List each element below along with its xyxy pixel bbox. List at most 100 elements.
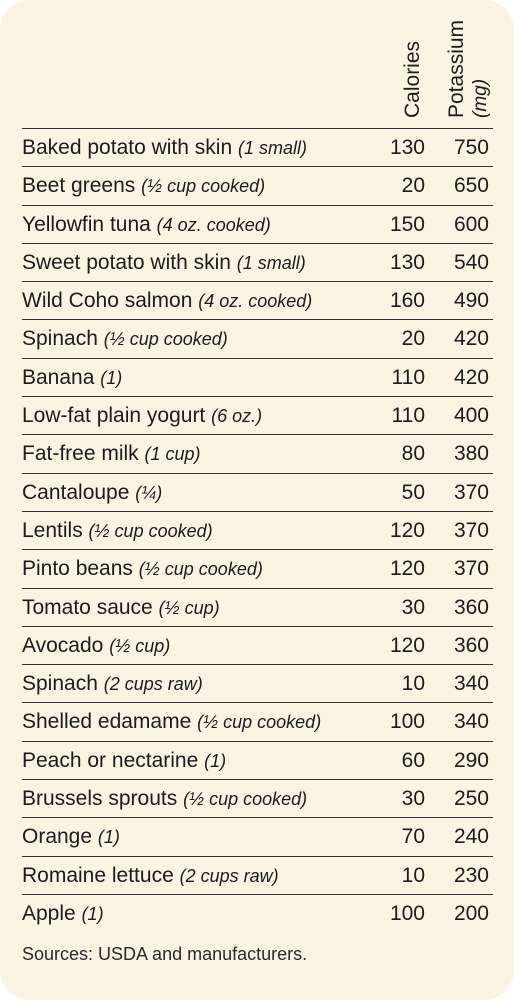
food-name: Apple (22, 901, 76, 925)
potassium-cell: 370 (453, 557, 489, 581)
calories-cell: 20 (401, 174, 425, 198)
potassium-cell: 230 (453, 863, 489, 887)
food-name: Beet greens (22, 174, 136, 198)
food-cell: Avocado (½ cup) (22, 627, 170, 665)
food-cell: Banana (1) (22, 359, 122, 397)
calories-cell: 150 (389, 212, 425, 236)
table-row: Tomato sauce (½ cup) 30 360 (22, 589, 493, 627)
food-portion: (4 oz. cooked) (198, 291, 313, 312)
food-portion: (½ cup cooked) (141, 176, 266, 197)
potassium-cell: 600 (453, 212, 489, 236)
potassium-cell: 370 (453, 480, 489, 504)
potassium-cell: 490 (453, 289, 489, 313)
food-name: Brussels sprouts (22, 787, 178, 811)
food-name: Banana (22, 365, 95, 389)
food-name: Spinach (22, 327, 98, 351)
calories-cell: 120 (389, 557, 425, 581)
food-portion: (½ cup) (109, 635, 171, 656)
table-row: Wild Coho salmon (4 oz. cooked) 160 490 (22, 282, 493, 321)
potassium-cell: 240 (453, 825, 489, 849)
food-cell: Romaine lettuce (2 cups raw) (22, 857, 279, 895)
food-name: Lentils (22, 518, 83, 542)
food-name: Wild Coho salmon (22, 289, 193, 313)
table-row: Fat-free milk (1 cup) 80 380 (22, 435, 493, 474)
calories-cell: 10 (401, 672, 425, 696)
food-portion: (½ cup cooked) (197, 712, 322, 733)
calories-cell: 110 (391, 365, 425, 389)
table-row: Orange (1) 70 240 (22, 818, 493, 857)
calories-cell: 10 (401, 863, 425, 887)
calories-cell: 70 (401, 825, 425, 849)
potassium-cell: 340 (453, 672, 489, 696)
potassium-cell: 290 (453, 748, 489, 772)
food-portion: (1 small) (237, 138, 307, 158)
calories-cell: 100 (389, 710, 425, 734)
table-row: Avocado (½ cup) 120 360 (22, 627, 493, 666)
potassium-cell: 380 (453, 442, 489, 466)
table-row: Banana (1) 110 420 (22, 359, 493, 398)
table-row: Baked potato with skin (1 small) 130 750 (22, 129, 493, 168)
calories-cell: 130 (389, 136, 425, 159)
potassium-cell: 650 (453, 174, 489, 198)
food-portion: (½ cup cooked) (183, 789, 308, 810)
food-cell: Shelled edamame (½ cup cooked) (22, 703, 321, 741)
food-name: Orange (22, 825, 93, 849)
calories-cell: 80 (401, 442, 425, 466)
table-row: Yellowfin tuna (4 oz. cooked) 150 600 (22, 206, 493, 244)
food-portion: (1 small) (236, 252, 306, 273)
food-cell: Orange (1) (22, 818, 120, 856)
potassium-column-header: Potassium (mg) (445, 20, 493, 118)
table-row: Pinto beans (½ cup cooked) 120 370 (22, 550, 493, 589)
food-name: Low-fat plain yogurt (22, 404, 206, 428)
calories-cell: 110 (391, 404, 425, 428)
food-portion: (6 oz.) (211, 406, 263, 427)
food-cell: Lentils (½ cup cooked) (22, 512, 213, 550)
potassium-header-label: Potassium (445, 19, 468, 118)
food-portion: (1 cup) (144, 444, 201, 465)
table-row: Shelled edamame (½ cup cooked) 100 340 (22, 703, 493, 742)
food-cell: Peach or nectarine (1) (22, 742, 226, 780)
calories-cell: 20 (401, 327, 425, 351)
food-cell: Fat-free milk (1 cup) (22, 435, 201, 473)
food-portion: (2 cups raw) (103, 674, 203, 695)
food-portion: (½ cup cooked) (138, 559, 263, 580)
food-cell: Spinach (½ cup cooked) (22, 320, 228, 358)
food-name: Tomato sauce (22, 595, 153, 619)
food-cell: Brussels sprouts (½ cup cooked) (22, 780, 307, 818)
food-name: Fat-free milk (22, 442, 139, 466)
potassium-cell: 200 (453, 901, 489, 925)
potassium-cell: 360 (453, 633, 489, 657)
potassium-cell: 750 (453, 136, 489, 159)
calories-cell: 120 (389, 633, 425, 657)
food-name: Yellowfin tuna (22, 212, 151, 236)
calories-cell: 120 (389, 518, 425, 542)
potassium-header-unit: (mg) (470, 78, 491, 118)
calories-cell: 50 (401, 480, 425, 504)
source-note: Sources: USDA and manufacturers. (22, 944, 308, 964)
food-name: Cantaloupe (22, 480, 130, 504)
table-row: Cantaloupe (¼) 50 370 (22, 474, 493, 512)
potassium-cell: 250 (453, 787, 489, 811)
food-cell: Apple (1) (22, 895, 104, 933)
food-portion: (1) (100, 367, 123, 388)
table-row: Apple (1) 100 200 (22, 895, 493, 932)
potassium-cell: 420 (453, 365, 489, 389)
table-row: Romaine lettuce (2 cups raw) 10 230 (22, 857, 493, 895)
food-portion: (4 oz. cooked) (156, 214, 271, 235)
food-name: Spinach (22, 672, 98, 696)
calories-cell: 100 (389, 901, 425, 925)
potassium-cell: 340 (453, 710, 489, 734)
calories-column-header: Calories (401, 40, 424, 118)
food-portion: (¼) (135, 482, 163, 503)
calories-cell: 130 (389, 250, 425, 274)
table-row: Low-fat plain yogurt (6 oz.) 110 400 (22, 397, 493, 436)
table-row: Brussels sprouts (½ cup cooked) 30 250 (22, 780, 493, 819)
food-portion: (½ cup cooked) (88, 520, 213, 541)
food-cell: Low-fat plain yogurt (6 oz.) (22, 397, 262, 435)
food-table: Baked potato with skin (1 small) 130 750 Be… (22, 128, 493, 932)
food-name: Sweet potato with skin (22, 250, 231, 274)
calories-cell: 30 (401, 595, 425, 619)
food-cell: Cantaloupe (¼) (22, 474, 162, 512)
food-portion: (½ cup) (158, 597, 220, 618)
food-cell: Sweet potato with skin (1 small) (22, 244, 306, 282)
